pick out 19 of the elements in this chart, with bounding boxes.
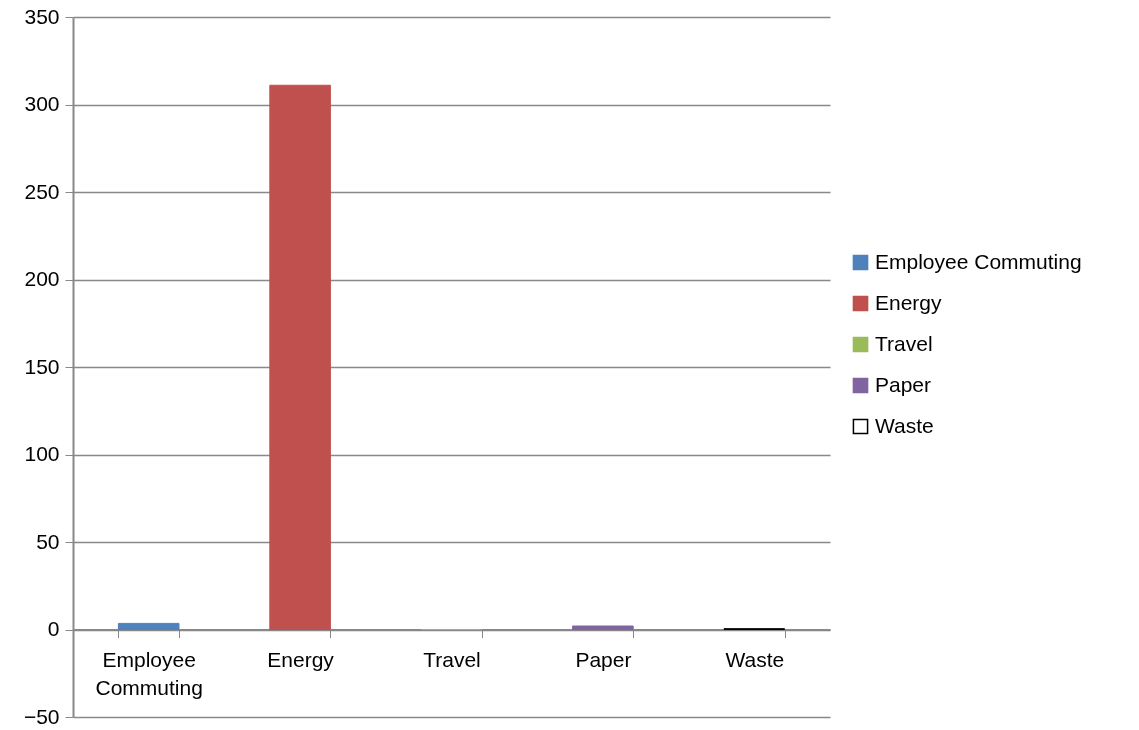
y-tick-label: 200 xyxy=(24,267,60,290)
legend-label: Employee Commuting xyxy=(875,249,1082,273)
y-tick-label: 150 xyxy=(24,354,60,378)
legend-label: Waste xyxy=(875,413,934,437)
legend-label: Energy xyxy=(875,290,943,314)
x-tick-label: Employee Commuting xyxy=(95,648,203,699)
y-tick-label: 0 xyxy=(47,617,60,640)
legend-label: Paper xyxy=(875,372,932,396)
y-tick-label: 100 xyxy=(24,442,60,465)
x-tick-label: Energy xyxy=(267,648,335,671)
x-tick-label: Paper xyxy=(575,648,632,671)
y-tick-label: −50 xyxy=(23,704,60,728)
x-tick-label: Travel xyxy=(423,648,481,671)
x-tick-label: Waste xyxy=(725,648,785,671)
legend-label: Travel xyxy=(875,331,933,355)
y-tick-label: 300 xyxy=(24,92,60,115)
y-tick-label: 50 xyxy=(36,529,60,553)
y-tick-label: 350 xyxy=(24,4,60,28)
y-tick-label: 250 xyxy=(24,179,60,203)
